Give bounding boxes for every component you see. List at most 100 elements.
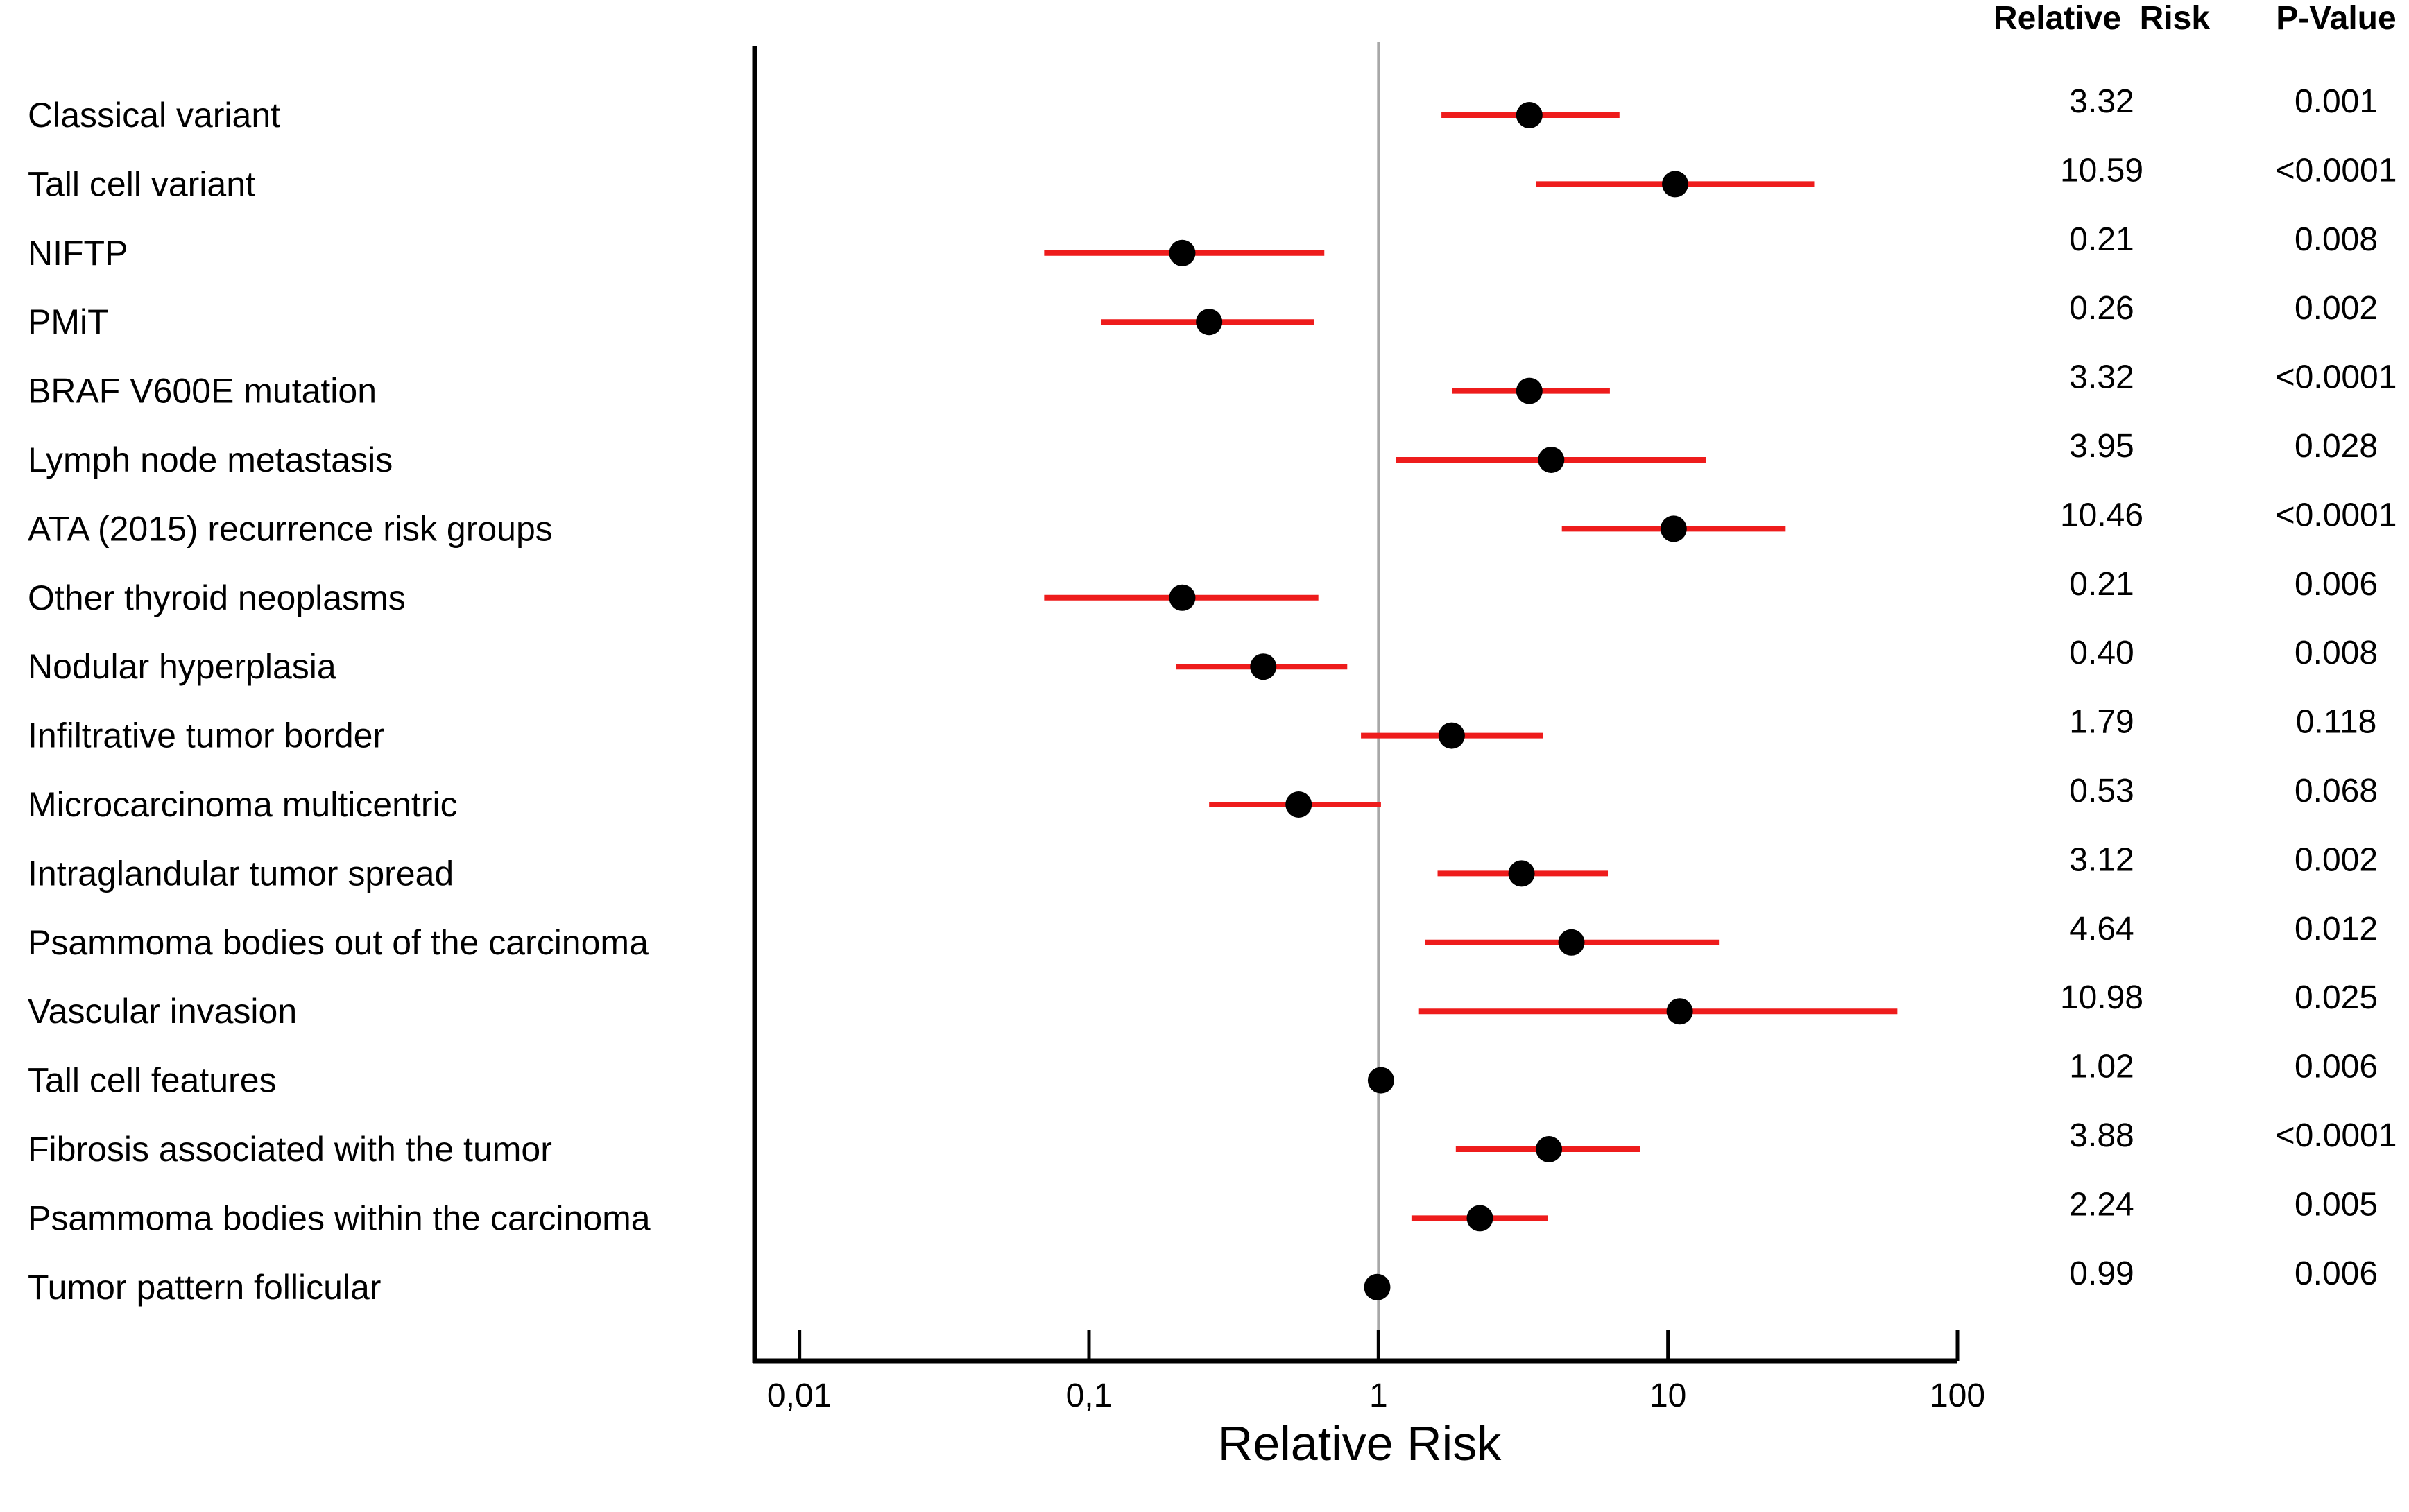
p-value: 0.005 — [2295, 1186, 2378, 1223]
row-label: Psammoma bodies out of the carcinoma — [28, 923, 649, 962]
p-value: 0.002 — [2295, 841, 2378, 878]
relative-risk-value: 3.32 — [2069, 359, 2134, 396]
row-label: Tumor pattern follicular — [28, 1268, 381, 1307]
relative-risk-value: 1.79 — [2069, 704, 2134, 741]
p-value: 0.006 — [2295, 1255, 2378, 1292]
p-value: <0.0001 — [2276, 497, 2397, 533]
relative-risk-value: 3.12 — [2069, 841, 2134, 878]
forest-row: ATA (2015) recurrence risk groups 10.46 <0… — [28, 497, 2397, 548]
row-label: ATA (2015) recurrence risk groups — [28, 509, 553, 548]
row-label: Psammoma bodies within the carcinoma — [28, 1199, 651, 1237]
p-value: <0.0001 — [2276, 359, 2397, 396]
point-estimate — [1367, 1067, 1394, 1094]
point-estimate — [1662, 171, 1689, 198]
point-estimate — [1508, 860, 1535, 887]
x-axis-ticks: 0,01 0,1 1 10 100 — [767, 1330, 1985, 1414]
row-label: Lymph node metastasis — [28, 440, 393, 479]
row-label: Nodular hyperplasia — [28, 647, 336, 686]
row-label: Vascular invasion — [28, 992, 297, 1031]
point-estimate — [1660, 515, 1687, 542]
forest-rows: Classical variant 3.32 0.001 Tall cell vari… — [28, 83, 2397, 1307]
p-value: <0.0001 — [2276, 1117, 2397, 1154]
forest-row: BRAF V600E mutation 3.32 <0.0001 — [28, 359, 2397, 411]
point-estimate — [1169, 239, 1196, 266]
relative-risk-value: 3.95 — [2069, 428, 2134, 465]
p-value: 0.068 — [2295, 773, 2378, 809]
point-estimate — [1516, 377, 1543, 404]
relative-risk-value: 0.21 — [2069, 566, 2134, 603]
relative-risk-value: 3.88 — [2069, 1117, 2134, 1154]
forest-row: PMiT 0.26 0.002 — [28, 290, 2378, 341]
forest-row: Nodular hyperplasia 0.40 0.008 — [28, 635, 2378, 686]
x-axis-title: Relative Risk — [1218, 1416, 1502, 1470]
row-label: Classical variant — [28, 96, 280, 135]
point-estimate — [1285, 791, 1312, 818]
row-label: Other thyroid neoplasms — [28, 578, 406, 617]
x-tick-label: 0,1 — [1066, 1377, 1113, 1414]
forest-row: Intraglandular tumor spread 3.12 0.002 — [28, 841, 2378, 893]
p-value: 0.002 — [2295, 290, 2378, 327]
relative-risk-value: 1.02 — [2069, 1049, 2134, 1085]
row-label: Tall cell features — [28, 1061, 277, 1100]
p-value: 0.008 — [2295, 635, 2378, 671]
x-tick-label: 100 — [1930, 1377, 1985, 1414]
x-tick-label: 0,01 — [767, 1377, 832, 1414]
relative-risk-value: 3.32 — [2069, 83, 2134, 120]
point-estimate — [1666, 998, 1693, 1025]
point-estimate — [1169, 584, 1196, 611]
relative-risk-value: 0.26 — [2069, 290, 2134, 327]
forest-row: Tall cell features 1.02 0.006 — [28, 1049, 2378, 1100]
row-label: Microcarcinoma multicentric — [28, 785, 458, 824]
p-value: 0.008 — [2295, 221, 2378, 258]
forest-row: Psammoma bodies within the carcinoma 2.24… — [28, 1186, 2378, 1237]
relative-risk-value: 0.40 — [2069, 635, 2134, 671]
p-value: 0.001 — [2295, 83, 2378, 120]
x-tick-label: 1 — [1369, 1377, 1388, 1414]
row-label: BRAF V600E mutation — [28, 372, 377, 411]
relative-risk-value: 2.24 — [2069, 1186, 2134, 1223]
point-estimate — [1516, 102, 1543, 128]
point-estimate — [1196, 309, 1223, 336]
relative-risk-value: 10.59 — [2060, 152, 2143, 189]
row-label: Tall cell variant — [28, 164, 255, 203]
relative-risk-column-header: Relative Risk — [1994, 0, 2210, 37]
point-estimate — [1438, 722, 1465, 749]
row-label: PMiT — [28, 302, 109, 341]
p-value-column-header: P-Value — [2276, 0, 2396, 37]
row-label: Intraglandular tumor spread — [28, 854, 454, 893]
p-value: 0.012 — [2295, 911, 2378, 947]
forest-row: Psammoma bodies out of the carcinoma 4.64… — [28, 911, 2378, 962]
forest-row: Microcarcinoma multicentric 0.53 0.068 — [28, 773, 2378, 824]
relative-risk-value: 0.99 — [2069, 1255, 2134, 1292]
forest-row: Classical variant 3.32 0.001 — [28, 83, 2378, 135]
forest-row: Tumor pattern follicular 0.99 0.006 — [28, 1255, 2378, 1307]
forest-row: Other thyroid neoplasms 0.21 0.006 — [28, 566, 2378, 617]
point-estimate — [1538, 447, 1565, 473]
point-estimate — [1466, 1205, 1493, 1232]
p-value: <0.0001 — [2276, 152, 2397, 189]
p-value: 0.006 — [2295, 566, 2378, 603]
p-value: 0.028 — [2295, 428, 2378, 465]
row-label: NIFTP — [28, 234, 128, 273]
relative-risk-value: 4.64 — [2069, 911, 2134, 947]
axes — [752, 46, 1957, 1364]
point-estimate — [1536, 1136, 1563, 1162]
relative-risk-value: 10.46 — [2060, 497, 2143, 533]
row-label: Fibrosis associated with the tumor — [28, 1130, 552, 1169]
point-estimate — [1364, 1273, 1391, 1300]
p-value: 0.025 — [2295, 979, 2378, 1016]
relative-risk-value: 0.21 — [2069, 221, 2134, 258]
p-value: 0.118 — [2296, 704, 2377, 741]
forest-row: Infiltrative tumor border 1.79 0.118 — [28, 704, 2376, 755]
forest-row: Lymph node metastasis 3.95 0.028 — [28, 428, 2378, 479]
x-tick-label: 10 — [1649, 1377, 1686, 1414]
forest-row: Tall cell variant 10.59 <0.0001 — [28, 152, 2397, 203]
p-value: 0.006 — [2295, 1049, 2378, 1085]
relative-risk-value: 0.53 — [2069, 773, 2134, 809]
forest-row: Fibrosis associated with the tumor 3.88 <0… — [28, 1117, 2397, 1169]
point-estimate — [1250, 653, 1277, 680]
forest-row: NIFTP 0.21 0.008 — [28, 221, 2378, 273]
point-estimate — [1558, 929, 1585, 956]
row-label: Infiltrative tumor border — [28, 716, 384, 755]
